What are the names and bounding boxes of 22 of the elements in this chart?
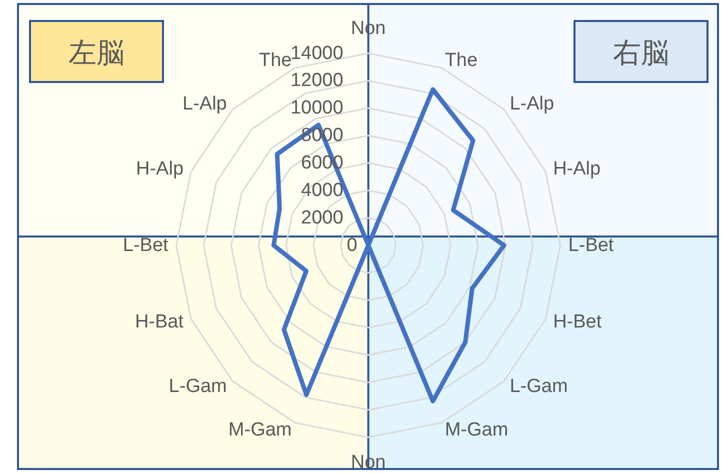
annotation: 左脳 <box>29 20 164 83</box>
ytick: 14000 <box>290 42 344 64</box>
category: H-Alp <box>136 158 184 180</box>
ytick: 10000 <box>290 98 344 119</box>
category: L-Gam <box>510 376 568 398</box>
category: L-Bet <box>122 234 168 256</box>
ytick: 2000 <box>301 207 344 228</box>
category: L-Gam <box>168 376 227 398</box>
category: The <box>444 50 478 72</box>
category: L-Alp <box>510 93 554 114</box>
category: H-Alp <box>553 158 601 180</box>
category: H-Bat <box>134 311 184 332</box>
category: M-Gam <box>228 420 292 441</box>
category: M-Gam <box>444 420 508 441</box>
category: H-Bet <box>553 311 602 332</box>
ytick: 12000 <box>290 70 344 92</box>
ytick: 0 <box>346 234 358 256</box>
annotation: 右脳 <box>574 20 708 83</box>
category: L-Bet <box>568 234 614 256</box>
ytick: 4000 <box>301 180 344 201</box>
category: L-Alp <box>182 93 227 114</box>
category: The <box>259 50 292 72</box>
